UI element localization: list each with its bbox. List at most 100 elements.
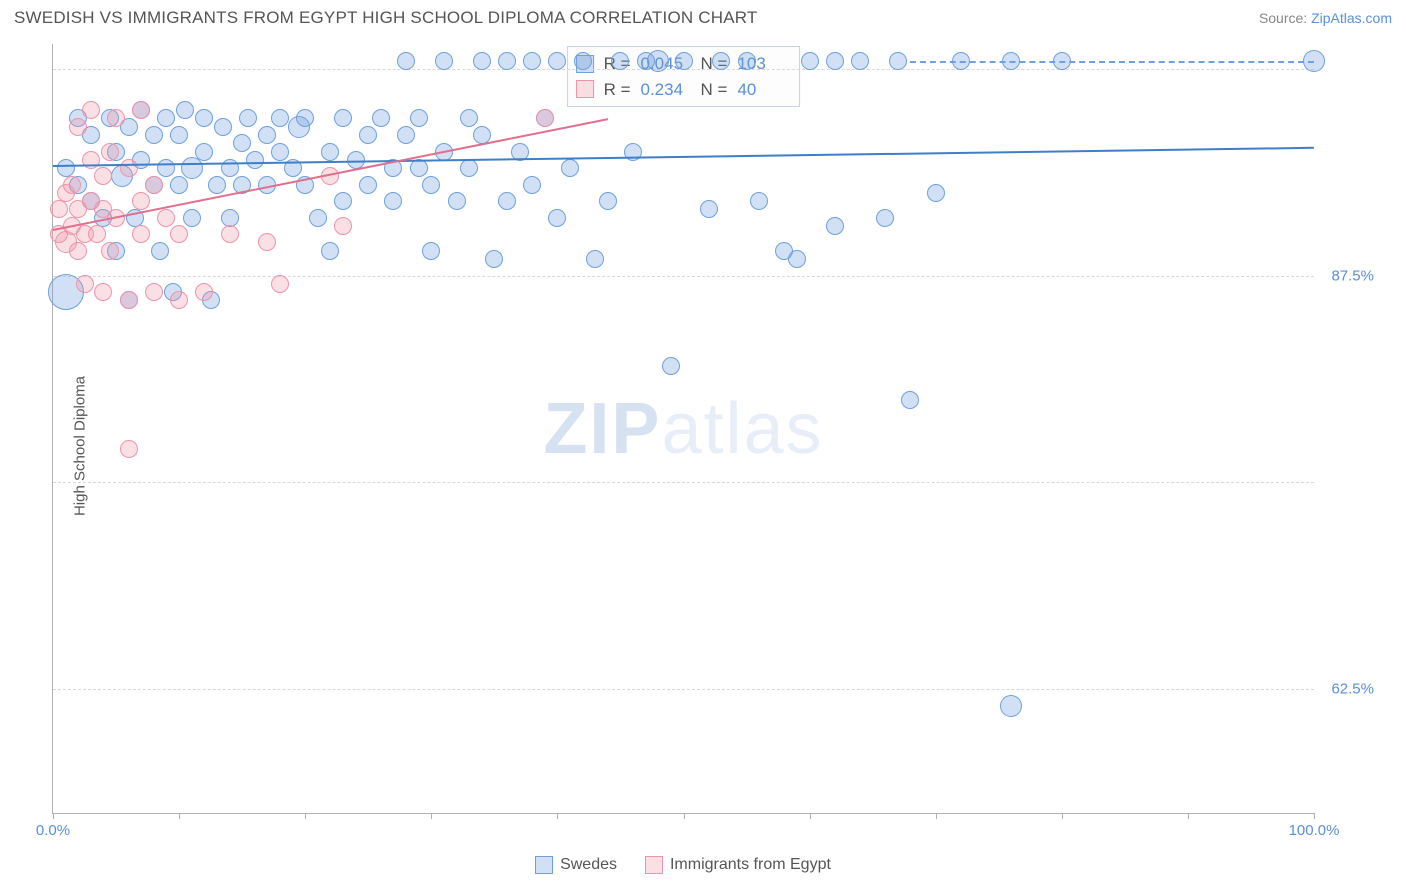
data-point: [132, 101, 150, 119]
data-point: [422, 242, 440, 260]
data-point: [851, 52, 869, 70]
data-point: [101, 242, 119, 260]
data-point: [94, 167, 112, 185]
xtick-mark: [1314, 813, 1315, 819]
data-point: [359, 126, 377, 144]
gridline: [53, 276, 1314, 277]
data-point: [473, 52, 491, 70]
data-point: [410, 109, 428, 127]
data-point: [233, 134, 251, 152]
data-point: [647, 50, 669, 72]
data-point: [170, 291, 188, 309]
data-point: [561, 159, 579, 177]
data-point: [738, 52, 756, 70]
ytick-label: 87.5%: [1331, 267, 1374, 284]
xtick-mark: [305, 813, 306, 819]
data-point: [1000, 695, 1022, 717]
data-point: [359, 176, 377, 194]
data-point: [889, 52, 907, 70]
data-point: [132, 192, 150, 210]
data-point: [523, 52, 541, 70]
data-point: [384, 192, 402, 210]
r-value-egypt: 0.234: [641, 77, 691, 103]
source-label: Source: ZipAtlas.com: [1259, 10, 1392, 26]
data-point: [57, 159, 75, 177]
data-point: [145, 176, 163, 194]
data-point: [183, 209, 201, 227]
data-point: [712, 52, 730, 70]
data-point: [239, 109, 257, 127]
xtick-mark: [1188, 813, 1189, 819]
data-point: [422, 176, 440, 194]
xtick-mark: [936, 813, 937, 819]
data-point: [460, 109, 478, 127]
data-point: [599, 192, 617, 210]
data-point: [69, 118, 87, 136]
xtick-mark: [557, 813, 558, 819]
data-point: [826, 217, 844, 235]
data-point: [221, 225, 239, 243]
data-point: [574, 52, 592, 70]
gridline: [53, 689, 1314, 690]
data-point: [334, 217, 352, 235]
data-point: [181, 157, 203, 179]
data-point: [523, 176, 541, 194]
data-point: [372, 109, 390, 127]
data-point: [246, 151, 264, 169]
n-value-egypt: 40: [737, 77, 787, 103]
data-point: [107, 109, 125, 127]
data-point: [170, 126, 188, 144]
data-point: [94, 283, 112, 301]
data-point: [271, 143, 289, 161]
data-point: [927, 184, 945, 202]
data-point: [498, 52, 516, 70]
data-point: [448, 192, 466, 210]
data-point: [321, 143, 339, 161]
xtick-mark: [810, 813, 811, 819]
trend-line: [910, 61, 1314, 63]
data-point: [536, 109, 554, 127]
source-link[interactable]: ZipAtlas.com: [1311, 10, 1392, 26]
watermark: ZIPatlas: [543, 388, 823, 470]
data-point: [101, 143, 119, 161]
data-point: [788, 250, 806, 268]
xtick-mark: [684, 813, 685, 819]
data-point: [157, 209, 175, 227]
data-point: [901, 391, 919, 409]
xtick-label: 100.0%: [1289, 822, 1340, 839]
data-point: [397, 52, 415, 70]
data-point: [221, 209, 239, 227]
data-point: [700, 200, 718, 218]
xtick-mark: [53, 813, 54, 819]
legend-item-egypt: Immigrants from Egypt: [645, 856, 831, 874]
data-point: [151, 242, 169, 260]
data-point: [498, 192, 516, 210]
data-point: [170, 225, 188, 243]
xtick-mark: [179, 813, 180, 819]
swatch-egypt-icon: [645, 856, 663, 874]
data-point: [876, 209, 894, 227]
data-point: [88, 225, 106, 243]
data-point: [176, 101, 194, 119]
swatch-swedes-icon: [535, 856, 553, 874]
data-point: [675, 52, 693, 70]
data-point: [334, 192, 352, 210]
chart-title: SWEDISH VS IMMIGRANTS FROM EGYPT HIGH SC…: [14, 8, 758, 28]
legend-item-swedes: Swedes: [535, 856, 617, 874]
data-point: [611, 52, 629, 70]
data-point: [69, 242, 87, 260]
data-point: [120, 291, 138, 309]
data-point: [334, 109, 352, 127]
data-point: [145, 283, 163, 301]
data-point: [208, 176, 226, 194]
data-point: [750, 192, 768, 210]
data-point: [321, 242, 339, 260]
data-point: [76, 275, 94, 293]
data-point: [271, 109, 289, 127]
data-point: [120, 440, 138, 458]
data-point: [132, 225, 150, 243]
data-point: [195, 109, 213, 127]
data-point: [145, 126, 163, 144]
data-point: [397, 126, 415, 144]
xtick-mark: [431, 813, 432, 819]
